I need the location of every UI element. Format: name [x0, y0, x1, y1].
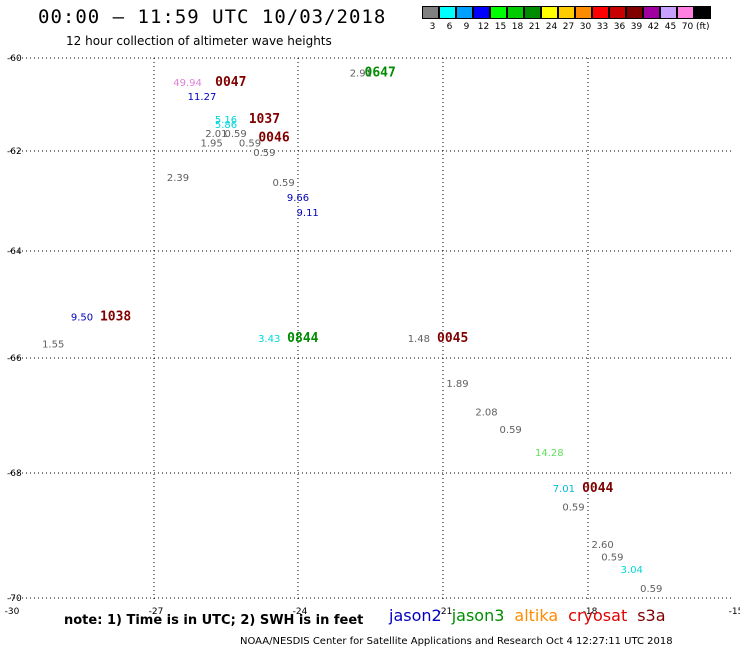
wave-height-label: 9.66 — [287, 193, 309, 204]
wave-height-label: 49.94 — [173, 78, 202, 89]
legend-swatch — [439, 6, 456, 19]
legend-label: 42 — [647, 22, 660, 32]
satellite-legend: jason2 jason3 altika cryosat s3a — [389, 606, 676, 625]
page-subtitle: 12 hour collection of altimeter wave hei… — [66, 34, 332, 48]
legend-label: 6 — [446, 22, 453, 32]
pass-time-label: 0844 — [287, 331, 318, 346]
pass-time-label: 0047 — [215, 75, 246, 90]
satellite-legend-item: jason3 — [451, 606, 505, 625]
satellite-legend-item: s3a — [637, 606, 666, 625]
legend-label: 18 — [511, 22, 524, 32]
lat-tick-label: -64 — [7, 247, 22, 257]
legend-label: 27 — [562, 22, 575, 32]
wave-height-color-legend: 3 6 9 12 15 18 21 24 27 30 33 36 39 42 45 70 (ft) — [422, 6, 728, 36]
legend-swatch — [524, 6, 541, 19]
chart-ticks: -60 -62 -64 -66 -68 -70 -30 -27 -24 -21 -18 -15 — [5, 54, 740, 617]
pass-time-label: 0045 — [437, 331, 468, 346]
legend-swatch — [473, 6, 490, 19]
wave-height-label: 0.59 — [601, 553, 623, 564]
legend-swatch — [490, 6, 507, 19]
wave-height-label: 0.59 — [562, 503, 584, 514]
lon-tick-label: -18 — [583, 607, 598, 617]
legend-label: 3 — [429, 22, 436, 32]
lat-tick-label: -60 — [7, 54, 22, 64]
lat-tick-label: -62 — [7, 147, 22, 157]
legend-label: 30 — [579, 22, 592, 32]
wave-height-label: 2.08 — [475, 408, 497, 419]
wave-height-label: 2.60 — [591, 540, 613, 551]
legend-label: 45 — [664, 22, 677, 32]
wave-height-label: 2.39 — [167, 173, 189, 184]
lon-tick-label: -24 — [293, 607, 308, 617]
legend-swatch — [456, 6, 473, 19]
wave-height-label: 9.11 — [297, 208, 319, 219]
legend-label: 70 — [681, 22, 694, 32]
wave-height-label: 5.16 — [215, 115, 237, 126]
legend-label: 12 — [477, 22, 490, 32]
wave-height-label: 11.27 — [188, 92, 217, 103]
wave-height-label: 0.59 — [500, 425, 522, 436]
wave-height-label: 1.55 — [42, 339, 64, 350]
wave-height-label: 7.01 — [553, 484, 575, 495]
legend-unit: (ft) — [696, 22, 710, 32]
legend-swatch — [575, 6, 592, 19]
wave-height-label: 2.01 — [205, 129, 227, 140]
wave-height-label: 3.04 — [621, 565, 643, 576]
legend-swatch — [541, 6, 558, 19]
legend-swatch — [660, 6, 677, 19]
lat-tick-label: -70 — [7, 594, 22, 604]
wave-height-label: 3.43 — [258, 334, 280, 345]
legend-label: 9 — [463, 22, 470, 32]
wave-height-label: 0.59 — [272, 178, 294, 189]
legend-swatch — [626, 6, 643, 19]
lon-tick-label: -27 — [149, 607, 164, 617]
wave-height-label: 2.91 — [350, 69, 372, 80]
lon-tick-label: -15 — [729, 607, 740, 617]
wave-height-label: 5.86 — [215, 120, 237, 131]
legend-swatch — [507, 6, 524, 19]
wave-height-label: 0.59 — [640, 584, 662, 595]
legend-label: 33 — [596, 22, 609, 32]
wave-height-label: 0.59 — [224, 129, 246, 140]
legend-swatch — [609, 6, 626, 19]
legend-swatch — [422, 6, 439, 19]
wave-height-label: 1.89 — [446, 379, 468, 390]
wave-height-label: 1.48 — [408, 334, 430, 345]
wave-height-label: 14.28 — [535, 448, 564, 459]
legend-label: 39 — [630, 22, 643, 32]
credit-line: NOAA/NESDIS Center for Satellite Applica… — [240, 636, 673, 647]
lon-tick-label: -30 — [5, 607, 20, 617]
legend-swatch — [694, 6, 711, 19]
pass-time-label: 0647 — [365, 66, 396, 81]
wave-height-label: 9.50 — [71, 313, 93, 324]
lat-tick-label: -68 — [7, 469, 22, 479]
legend-label: 15 — [494, 22, 507, 32]
legend-label: 24 — [545, 22, 558, 32]
chart-grid — [10, 57, 734, 600]
satellite-legend-item: altika — [514, 606, 559, 625]
pass-time-label: 1037 — [249, 112, 280, 127]
legend-swatch — [643, 6, 660, 19]
lat-tick-label: -66 — [7, 354, 22, 364]
page-title: 00:00 — 11:59 UTC 10/03/2018 — [38, 6, 387, 28]
pass-time-label: 0046 — [258, 131, 289, 146]
satellite-legend-item: jason2 — [389, 606, 442, 625]
satellite-legend-item: cryosat — [568, 606, 628, 625]
pass-time-label: 1038 — [100, 310, 131, 325]
legend-swatch — [677, 6, 694, 19]
wave-height-label: 1.95 — [200, 138, 222, 149]
wave-height-label: 0.59 — [239, 138, 261, 149]
legend-swatch — [592, 6, 609, 19]
legend-swatch — [558, 6, 575, 19]
units-note: note: 1) Time is in UTC; 2) SWH is in fe… — [64, 613, 364, 628]
lon-tick-label: -21 — [438, 607, 453, 617]
legend-label: 36 — [613, 22, 626, 32]
legend-label: 21 — [528, 22, 541, 32]
wave-height-label: 0.59 — [253, 148, 275, 159]
pass-time-label: 0044 — [582, 481, 613, 496]
